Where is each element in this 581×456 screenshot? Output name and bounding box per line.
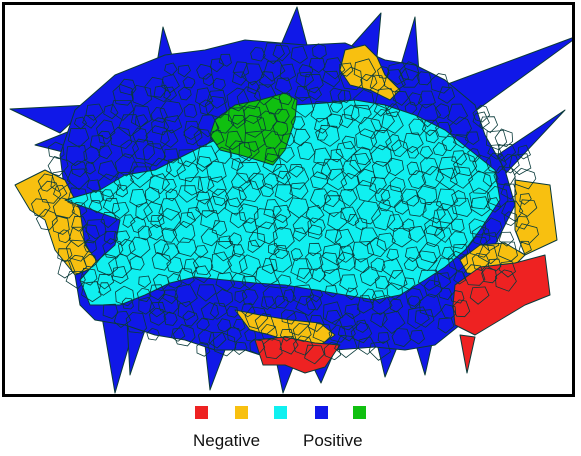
voronoi-map — [9, 6, 572, 394]
voronoi-map-frame — [2, 2, 575, 397]
cell-edge-mesh — [31, 42, 539, 365]
voronoi-cell-edges — [31, 42, 539, 365]
legend-swatch-cyan — [274, 406, 287, 419]
legend-label-positive: Positive — [303, 431, 363, 450]
orange-region-right — [514, 179, 558, 256]
legend-label-negative: Negative — [193, 431, 261, 450]
legend-swatch-orange — [235, 406, 248, 419]
blue-spike-1 — [280, 6, 308, 46]
green-region — [209, 92, 298, 166]
red-region-right — [452, 254, 551, 336]
red-spike — [459, 334, 476, 374]
blue-spike-10 — [204, 344, 226, 391]
legend-swatch-red — [195, 406, 208, 419]
legend-swatch-blue — [315, 406, 328, 419]
legend-swatch-green — [353, 406, 366, 419]
color-regions — [14, 39, 558, 374]
legend: Negative Positive — [0, 406, 581, 456]
